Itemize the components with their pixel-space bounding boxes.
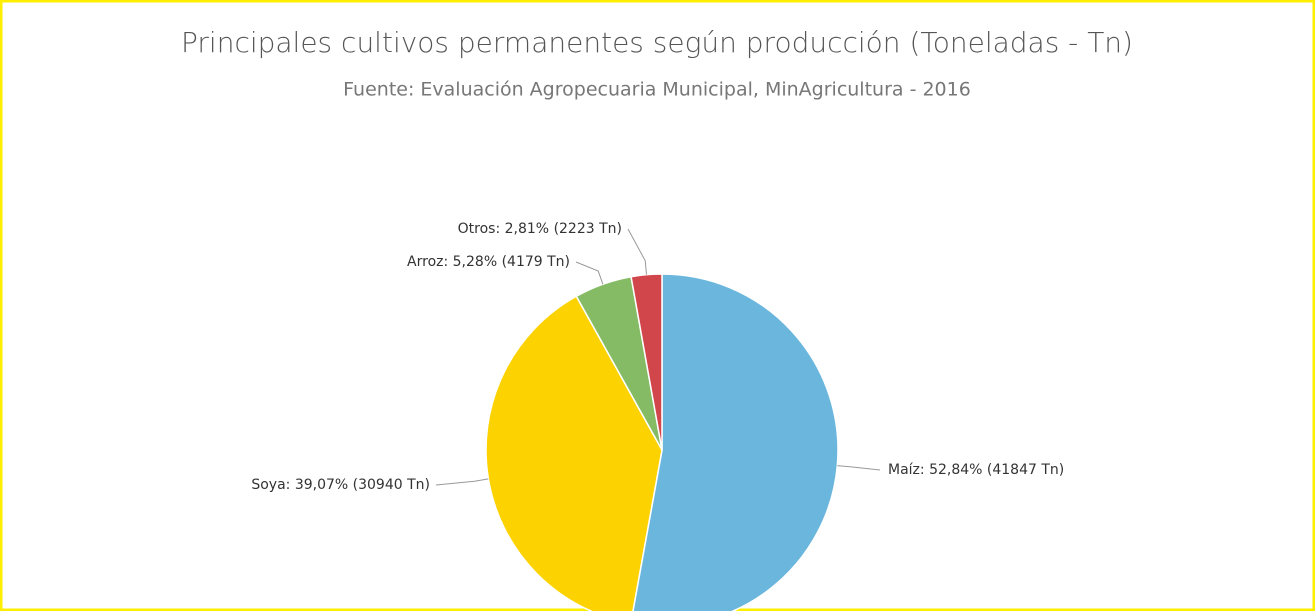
pie-slice — [485, 295, 663, 611]
chart-subtitle: Fuente: Evaluación Agropecuaria Municipa… — [343, 79, 971, 101]
label-connector — [837, 465, 881, 471]
data-label: Soya: 39,07% (30940 Tn) — [251, 477, 430, 493]
data-label: Arroz: 5,28% (4179 Tn) — [407, 254, 570, 270]
data-label: Otros: 2,81% (2223 Tn) — [458, 221, 622, 237]
label-connector — [627, 228, 647, 275]
pie-slice — [632, 273, 839, 611]
label-connector — [575, 261, 604, 285]
data-label: Maíz: 52,84% (41847 Tn) — [888, 462, 1064, 478]
chart-title: Principales cultivos permanentes según p… — [181, 26, 1133, 59]
label-connector — [435, 478, 489, 486]
